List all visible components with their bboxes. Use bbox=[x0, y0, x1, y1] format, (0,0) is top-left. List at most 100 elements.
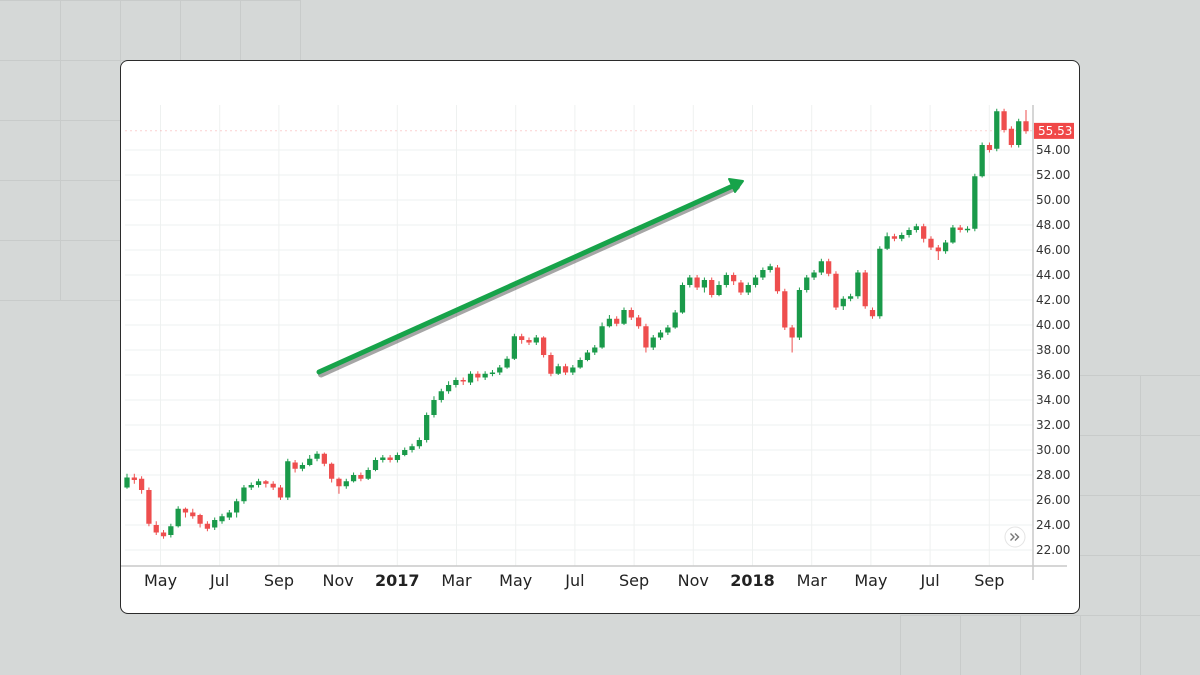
candle bbox=[957, 225, 963, 233]
candle bbox=[928, 236, 934, 250]
candle-body bbox=[774, 267, 781, 292]
trend-arrow-head bbox=[728, 178, 744, 193]
candle bbox=[219, 513, 225, 524]
candle-body bbox=[643, 326, 649, 348]
candle bbox=[226, 510, 232, 520]
candle-body bbox=[307, 458, 313, 465]
candle-body bbox=[921, 226, 927, 239]
candle-body bbox=[270, 483, 276, 488]
y-tick-label: 32.00 bbox=[1036, 418, 1070, 432]
candle-body bbox=[175, 508, 181, 527]
x-tick-label: Nov bbox=[678, 571, 709, 590]
candle bbox=[475, 371, 481, 382]
candle bbox=[1001, 108, 1007, 133]
chart-grid bbox=[125, 105, 1033, 566]
candle-body bbox=[964, 228, 971, 231]
candle-body bbox=[285, 461, 291, 498]
scroll-to-latest-circle[interactable] bbox=[1004, 526, 1026, 548]
candle bbox=[840, 296, 846, 310]
candle-body bbox=[906, 230, 912, 235]
candle-body bbox=[453, 380, 459, 385]
candle bbox=[1023, 110, 1029, 134]
candle-body bbox=[1023, 121, 1029, 132]
candle-body bbox=[826, 261, 832, 274]
candle-body bbox=[343, 481, 349, 487]
candle-body bbox=[241, 487, 247, 502]
candle bbox=[489, 370, 496, 377]
candle-body bbox=[950, 227, 956, 243]
candle bbox=[358, 472, 364, 482]
y-tick-label: 44.00 bbox=[1036, 268, 1070, 282]
double-chevron-right-icon[interactable] bbox=[1010, 533, 1020, 541]
candle bbox=[986, 142, 993, 153]
candle-body bbox=[752, 277, 759, 285]
candle bbox=[497, 365, 503, 375]
candle bbox=[402, 447, 408, 457]
candle bbox=[511, 333, 518, 360]
last-price-label: 55.53 bbox=[1038, 124, 1072, 138]
candle bbox=[270, 481, 276, 490]
candle bbox=[877, 246, 883, 319]
candle-body bbox=[380, 457, 386, 460]
candle-body bbox=[994, 111, 1000, 149]
candle-body bbox=[248, 485, 254, 488]
candle-body bbox=[731, 275, 737, 282]
candle bbox=[307, 455, 313, 467]
y-tick-label: 24.00 bbox=[1036, 518, 1070, 532]
candle-body bbox=[548, 355, 554, 374]
y-tick-label: 48.00 bbox=[1036, 218, 1070, 232]
candle bbox=[665, 325, 671, 335]
candle bbox=[146, 487, 152, 527]
candle-body bbox=[804, 277, 810, 290]
candle bbox=[482, 371, 488, 380]
candle bbox=[460, 377, 466, 385]
candle bbox=[906, 227, 912, 238]
candle-body bbox=[891, 236, 898, 239]
x-tick-label: Mar bbox=[441, 571, 472, 590]
candle bbox=[855, 270, 861, 299]
candle bbox=[234, 498, 240, 518]
y-tick-label: 40.00 bbox=[1036, 318, 1070, 332]
candle-body bbox=[460, 380, 466, 382]
candle bbox=[314, 451, 320, 462]
candle-body bbox=[329, 463, 335, 479]
candle bbox=[635, 315, 642, 329]
y-tick-label: 38.00 bbox=[1036, 343, 1070, 357]
candle-body bbox=[650, 337, 656, 348]
candle bbox=[394, 452, 401, 463]
candle bbox=[467, 371, 474, 385]
candle-body bbox=[986, 145, 993, 150]
chart-axes bbox=[121, 105, 1067, 580]
candle bbox=[833, 271, 839, 310]
candle bbox=[687, 275, 693, 288]
candle-body bbox=[672, 312, 678, 328]
candle-body bbox=[957, 227, 963, 230]
candle bbox=[994, 108, 1000, 152]
candle-body bbox=[767, 266, 773, 270]
candle-body bbox=[263, 481, 269, 484]
candle bbox=[562, 363, 569, 375]
candle-body bbox=[716, 285, 722, 295]
x-tick-label: Sep bbox=[974, 571, 1004, 590]
candle-body bbox=[131, 477, 137, 480]
candle bbox=[248, 482, 254, 490]
candle-body bbox=[789, 327, 795, 338]
candle-body bbox=[811, 272, 817, 278]
candle-body bbox=[292, 462, 298, 469]
candle bbox=[285, 458, 291, 500]
candle bbox=[190, 508, 196, 519]
candle bbox=[606, 315, 613, 328]
candle bbox=[628, 307, 634, 320]
candle bbox=[935, 245, 941, 260]
candle bbox=[438, 388, 444, 403]
candle bbox=[694, 275, 700, 290]
candle bbox=[672, 310, 678, 329]
candle bbox=[614, 316, 620, 327]
candle-body bbox=[431, 400, 437, 415]
x-tick-label: May bbox=[499, 571, 532, 590]
scroll-to-latest-button[interactable] bbox=[1004, 526, 1026, 548]
candle bbox=[555, 363, 561, 375]
candle bbox=[650, 335, 656, 350]
candle-body bbox=[204, 523, 211, 529]
candle bbox=[160, 530, 167, 539]
